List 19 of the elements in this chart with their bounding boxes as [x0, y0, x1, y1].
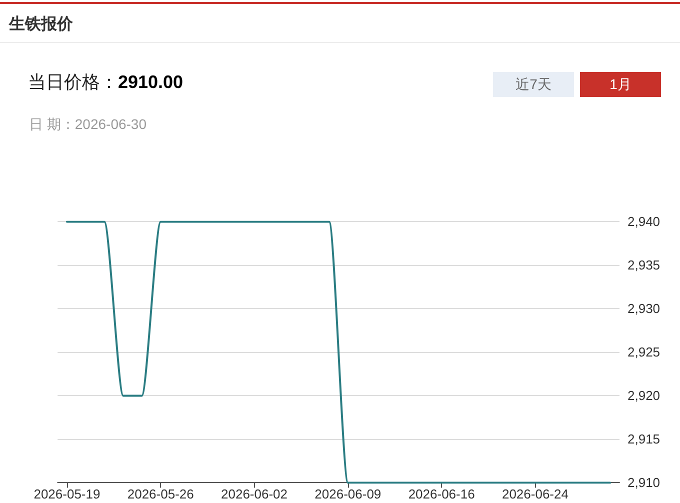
x-tick-label: 2026-06-02: [221, 486, 288, 502]
x-tick-label: 2026-05-19: [34, 486, 100, 502]
y-tick-label: 2,920: [628, 388, 660, 404]
x-tick-label: 2026-06-24: [502, 486, 568, 502]
chart-title: 生铁报价: [9, 15, 73, 35]
button: 1月: [580, 72, 661, 97]
y-tick-label: 2,910: [628, 475, 660, 490]
text: 当日价格：: [28, 72, 118, 92]
x-tick-label: 2026-05-26: [127, 486, 194, 502]
y-tick-label: 2,935: [628, 258, 660, 273]
button: 近7天: [493, 72, 574, 97]
text: 2910.00: [118, 72, 184, 92]
y-tick-label: 2,915: [628, 432, 660, 447]
x-tick-label: 2026-06-16: [408, 486, 475, 502]
text: 日 期：2026-06-30: [29, 115, 147, 133]
y-tick-label: 2,940: [628, 214, 660, 230]
y-tick-label: 2,930: [628, 301, 660, 316]
x-tick-label: 2026-06-09: [314, 486, 382, 502]
y-tick-label: 2,925: [628, 344, 660, 360]
